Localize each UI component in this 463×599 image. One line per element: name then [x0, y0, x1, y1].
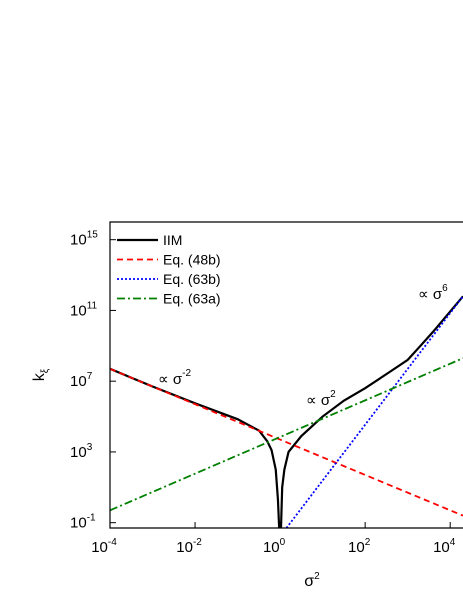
x-tick-label: 104 — [433, 537, 456, 556]
x-tick-label: 100 — [263, 537, 286, 556]
annotation: ∝ σ2 — [306, 389, 336, 409]
y-tick-label: 1015 — [70, 230, 98, 249]
plot-area — [110, 295, 463, 528]
x-tick-label: 10-2 — [176, 537, 202, 556]
annotation: ∝ σ-2 — [158, 368, 191, 388]
legend-label: Eq. (63b) — [163, 271, 221, 287]
x-axis-title: σ2 — [304, 571, 320, 590]
axes-frame — [109, 221, 463, 529]
series-line — [110, 357, 463, 512]
y-axis-title: kξ — [31, 368, 51, 381]
y-tick-label: 10-1 — [70, 513, 96, 532]
x-tick-label: 10-4 — [91, 537, 117, 556]
series-line — [110, 295, 463, 528]
y-tick-label: 107 — [70, 371, 93, 390]
legend-label: IIM — [163, 232, 182, 248]
legend-label: Eq. (63a) — [163, 291, 221, 307]
series-line — [285, 295, 463, 528]
y-tick-label: 103 — [70, 442, 93, 461]
series-line — [110, 367, 463, 517]
x-tick-label: 102 — [348, 537, 371, 556]
y-tick-label: 1011 — [70, 300, 98, 319]
legend-label: Eq. (48b) — [163, 252, 221, 268]
annotation: ∝ σ6 — [418, 283, 448, 303]
